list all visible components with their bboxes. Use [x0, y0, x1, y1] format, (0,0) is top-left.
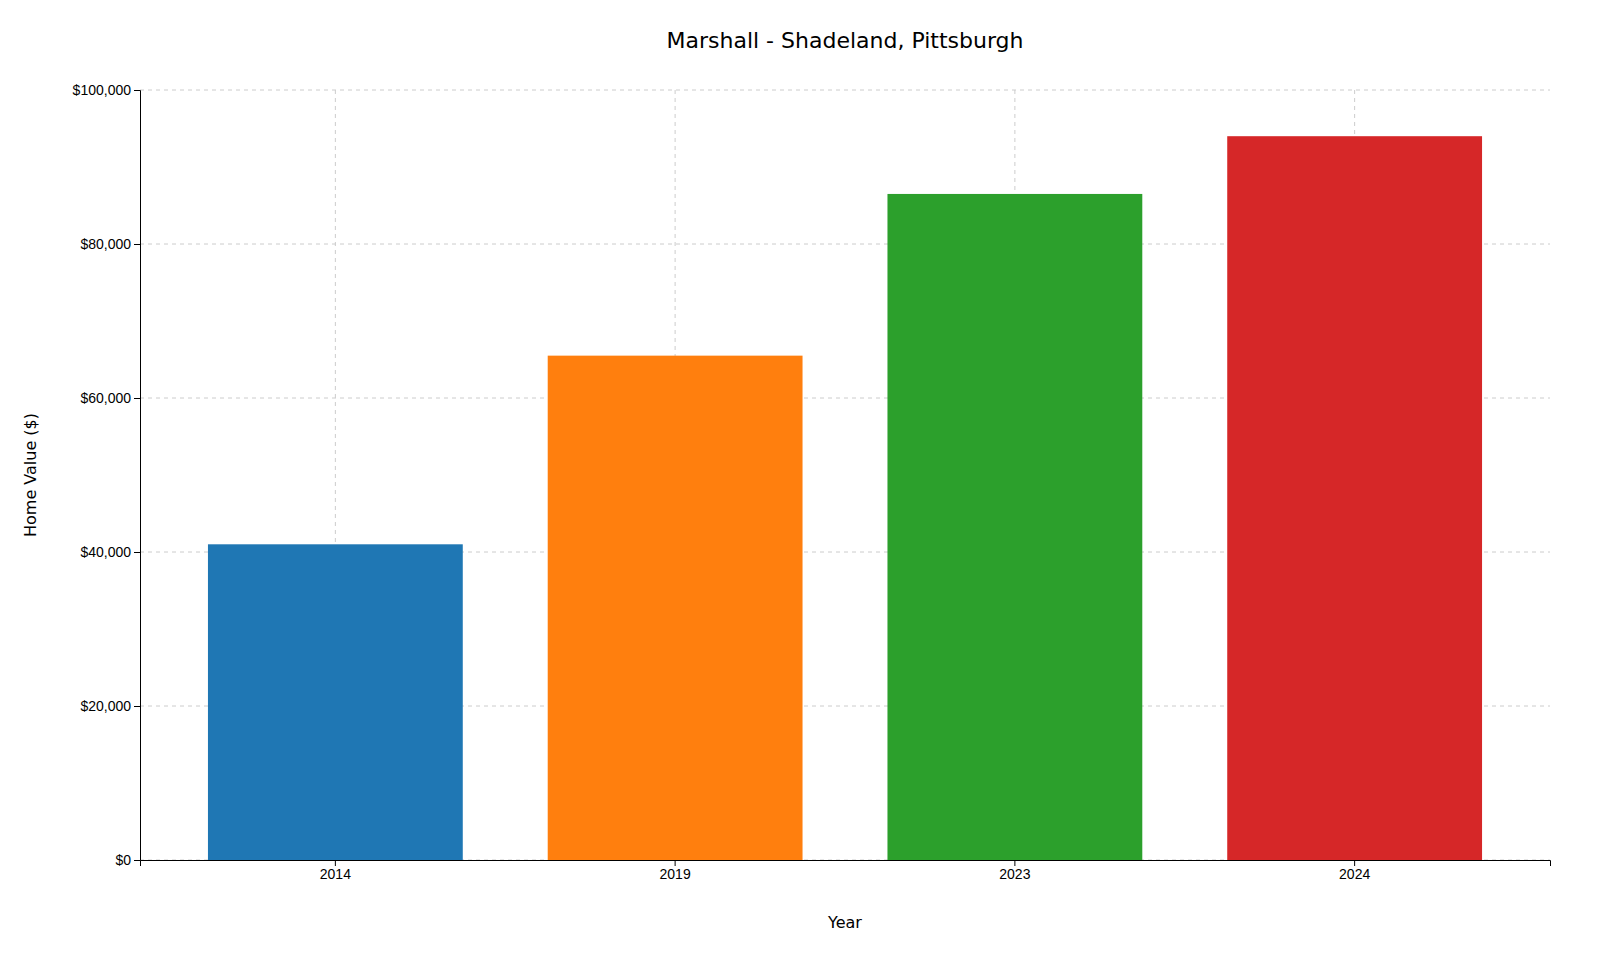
bar — [548, 356, 803, 860]
y-tick-mark — [134, 398, 140, 399]
y-tick: $40,000 — [80, 544, 140, 560]
y-tick-mark — [134, 706, 140, 707]
y-tick: $80,000 — [80, 236, 140, 252]
y-tick-label: $20,000 — [80, 698, 131, 714]
x-tick-label: 2023 — [999, 866, 1030, 882]
y-tick-mark — [134, 244, 140, 245]
y-tick-mark — [134, 552, 140, 553]
y-axis-title: Home Value ($) — [21, 413, 40, 537]
y-tick-mark — [134, 90, 140, 91]
y-tick: $100,000 — [73, 82, 140, 98]
title: Marshall - Shadeland, Pittsburgh — [666, 28, 1023, 53]
grid — [140, 90, 1550, 860]
y-axis-line — [134, 91, 141, 861]
y-tick-mark — [134, 860, 140, 861]
chart: 2014201920232024$0$20,000$40,000$60,000$… — [0, 0, 1600, 960]
y-tick-label: $40,000 — [80, 544, 131, 560]
x-tick-label: 2014 — [320, 866, 351, 882]
y-tick-label: $60,000 — [80, 390, 131, 406]
y-tick: $0 — [115, 852, 140, 868]
y-grid-line — [140, 90, 1550, 91]
y-axis: $0 $20,000 $40,000 $60,000 $80,000 $100,000 — [73, 82, 141, 868]
x-axis-title: Year — [827, 913, 862, 932]
bars — [208, 136, 1482, 860]
bar — [208, 544, 463, 860]
x-tick: 2024 — [1339, 860, 1370, 882]
x-tick: 2014 — [320, 860, 351, 882]
x-tick: 2023 — [999, 860, 1030, 882]
x-tick-label: 2019 — [660, 866, 691, 882]
bar — [887, 194, 1142, 860]
bar — [1227, 136, 1482, 860]
y-tick: $60,000 — [80, 390, 140, 406]
x-tick: 2019 — [660, 860, 691, 882]
plot: 2014201920232024$0$20,000$40,000$60,000$… — [73, 82, 1551, 882]
y-tick: $20,000 — [80, 698, 140, 714]
y-tick-label: $0 — [115, 852, 131, 868]
x-axis: 2014 2019 2023 2024 — [141, 860, 1551, 882]
x-tick-label: 2024 — [1339, 866, 1370, 882]
y-tick-label: $80,000 — [80, 236, 131, 252]
y-tick-label: $100,000 — [73, 82, 132, 98]
